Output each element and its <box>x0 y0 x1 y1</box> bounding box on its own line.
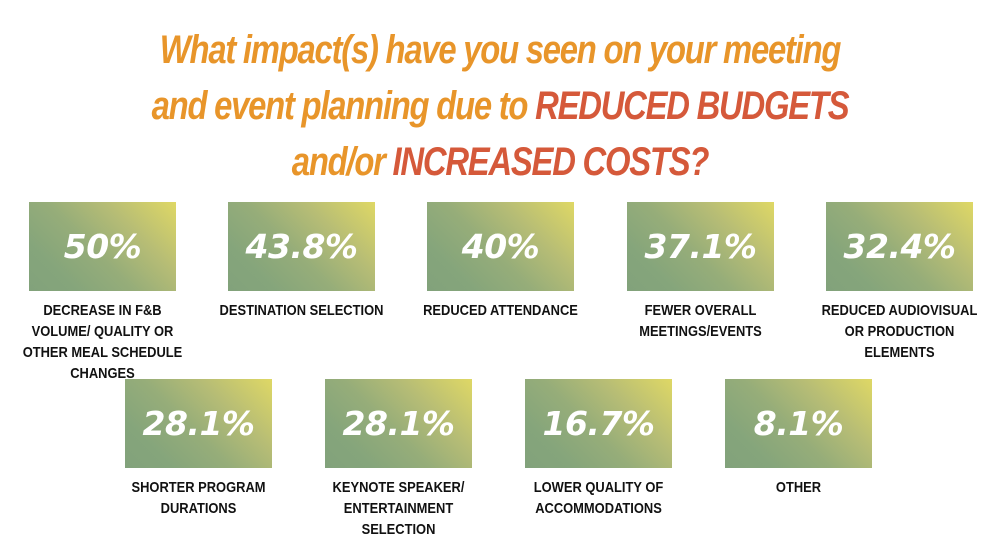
stat-label: DECREASE IN F&B VOLUME/ QUALITY OR OTHER… <box>22 302 183 382</box>
title-line-1: What impact(s) have you seen on your mee… <box>159 28 842 72</box>
stat-value: 37.1% <box>644 227 758 266</box>
stat-card-attendance: 40% REDUCED ATTENDANCE <box>423 202 578 321</box>
stat-label: SHORTER PROGRAM DURATIONS <box>131 479 266 517</box>
stat-box: 28.1% <box>325 379 472 468</box>
stat-value: 40% <box>461 227 540 266</box>
chart-title: What impact(s) have you seen on your mee… <box>90 22 910 190</box>
stat-box: 37.1% <box>627 202 774 291</box>
stat-card-destination: 43.8% DESTINATION SELECTION <box>220 202 383 321</box>
stat-value: 8.1% <box>753 404 844 443</box>
stat-card-shorter-programs: 28.1% SHORTER PROGRAM DURATIONS <box>125 379 272 519</box>
title-line-2: and event planning due to REDUCED BUDGET… <box>151 84 850 128</box>
stat-label: REDUCED AUDIOVISUAL OR PRODUCTION ELEMEN… <box>821 302 978 361</box>
stat-box: 16.7% <box>525 379 672 468</box>
stat-box: 50% <box>29 202 176 291</box>
stat-value: 50% <box>63 227 142 266</box>
stat-card-fewer-meetings: 37.1% FEWER OVERALL MEETINGS/EVENTS <box>627 202 774 342</box>
stat-value: 32.4% <box>843 227 957 266</box>
title-highlight-increased-costs: INCREASED COSTS? <box>392 140 710 184</box>
stat-value: 16.7% <box>542 404 656 443</box>
stat-card-keynote: 28.1% KEYNOTE SPEAKER/ ENTERTAINMENT SEL… <box>325 379 472 540</box>
title-line-3: and/or INCREASED COSTS? <box>291 140 710 184</box>
stat-box: 32.4% <box>826 202 973 291</box>
stat-card-other: 8.1% OTHER <box>725 379 872 498</box>
stat-box: 40% <box>427 202 574 291</box>
stat-label: DESTINATION SELECTION <box>219 302 384 319</box>
stat-label: KEYNOTE SPEAKER/ ENTERTAINMENT SELECTION <box>332 479 465 538</box>
stat-value: 43.8% <box>245 227 359 266</box>
stat-value: 28.1% <box>342 404 456 443</box>
stat-box: 28.1% <box>125 379 272 468</box>
title-highlight-reduced-budgets: REDUCED BUDGETS <box>535 84 849 128</box>
stat-value: 28.1% <box>142 404 256 443</box>
stat-card-accommodations: 16.7% LOWER QUALITY OF ACCOMMODATIONS <box>525 379 672 519</box>
stat-card-audiovisual: 32.4% REDUCED AUDIOVISUAL OR PRODUCTION … <box>822 202 977 363</box>
stat-label: LOWER QUALITY OF ACCOMMODATIONS <box>533 479 664 517</box>
stat-card-fnb: 50% DECREASE IN F&B VOLUME/ QUALITY OR O… <box>23 202 182 384</box>
stat-label: REDUCED ATTENDANCE <box>423 302 578 319</box>
stat-box: 8.1% <box>725 379 872 468</box>
stat-label: OTHER <box>775 479 822 496</box>
stat-label: FEWER OVERALL MEETINGS/EVENTS <box>639 302 762 340</box>
stat-box: 43.8% <box>228 202 375 291</box>
